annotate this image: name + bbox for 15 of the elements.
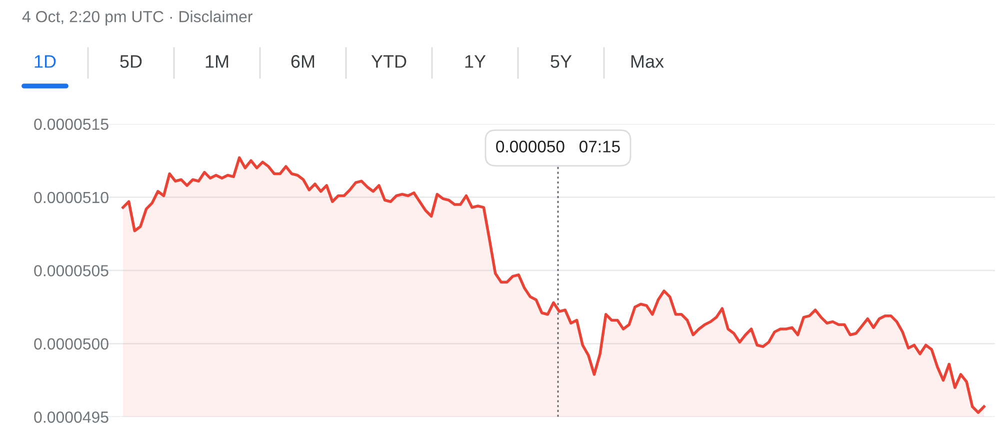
- annotation: 0.000050 07:15: [496, 140, 620, 152]
- text: 5D: [120, 55, 142, 68]
- text: Max: [631, 55, 664, 68]
- chart-title: 4 Oct, 2:20 pm UTC · Disclaimer: [22, 10, 252, 26]
- y-tick-label: 0.0000515: [34, 118, 108, 130]
- text: 6M: [291, 55, 314, 68]
- y-tick-label: 0.0000510: [34, 192, 108, 204]
- text: 1M: [206, 55, 228, 68]
- text: 1D: [34, 55, 56, 68]
- y-tick-label: 0.0000500: [34, 338, 108, 350]
- text: YTD: [371, 55, 406, 68]
- text: 5Y: [550, 55, 572, 68]
- y-tick-label: 0.0000505: [34, 265, 108, 276]
- y-tick-label: 0.0000495: [34, 412, 108, 423]
- text: 1Y: [465, 55, 486, 68]
